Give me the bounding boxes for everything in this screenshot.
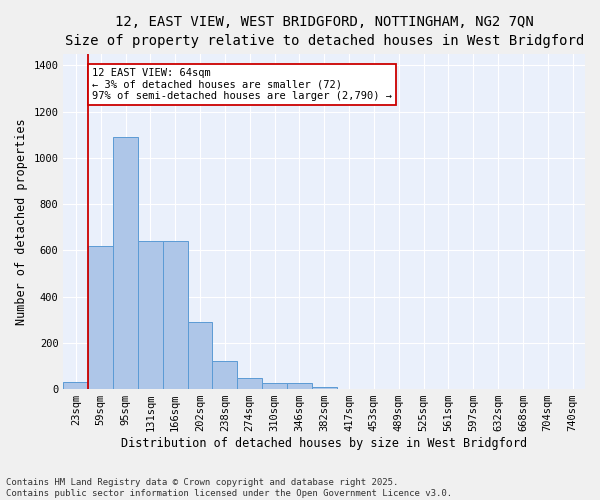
Y-axis label: Number of detached properties: Number of detached properties bbox=[15, 118, 28, 325]
Bar bbox=[64, 382, 88, 389]
Bar bbox=[212, 362, 237, 389]
Bar bbox=[312, 387, 337, 389]
Bar bbox=[287, 384, 312, 389]
Bar bbox=[237, 378, 262, 389]
Text: Contains HM Land Registry data © Crown copyright and database right 2025.
Contai: Contains HM Land Registry data © Crown c… bbox=[6, 478, 452, 498]
Title: 12, EAST VIEW, WEST BRIDGFORD, NOTTINGHAM, NG2 7QN
Size of property relative to : 12, EAST VIEW, WEST BRIDGFORD, NOTTINGHA… bbox=[65, 15, 584, 48]
Bar bbox=[88, 246, 113, 389]
Bar bbox=[163, 241, 188, 389]
X-axis label: Distribution of detached houses by size in West Bridgford: Distribution of detached houses by size … bbox=[121, 437, 527, 450]
Bar bbox=[113, 137, 138, 389]
Bar bbox=[188, 322, 212, 389]
Bar bbox=[262, 384, 287, 389]
Bar bbox=[138, 241, 163, 389]
Text: 12 EAST VIEW: 64sqm
← 3% of detached houses are smaller (72)
97% of semi-detache: 12 EAST VIEW: 64sqm ← 3% of detached hou… bbox=[92, 68, 392, 101]
